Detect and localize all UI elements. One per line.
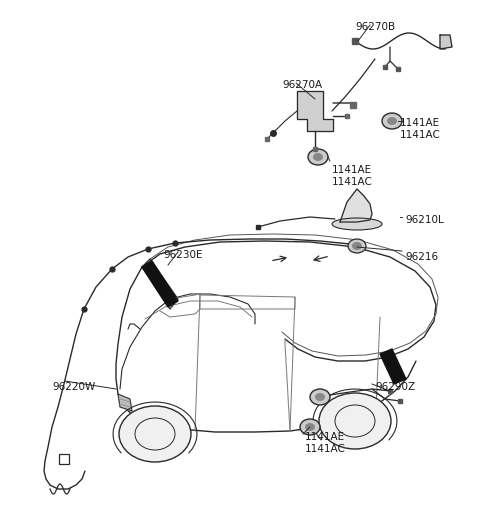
Ellipse shape [332,218,382,231]
Text: 1141AE: 1141AE [332,165,372,175]
Text: 96216: 96216 [405,251,438,262]
Polygon shape [297,92,333,132]
Text: 96290Z: 96290Z [375,381,415,391]
Polygon shape [380,349,406,384]
Ellipse shape [300,419,320,435]
Polygon shape [440,36,452,50]
Polygon shape [340,190,372,222]
Polygon shape [118,394,132,411]
Ellipse shape [352,242,362,250]
Text: 1141AC: 1141AC [305,443,346,453]
Text: 1141AE: 1141AE [400,118,440,128]
Polygon shape [142,260,178,309]
Text: 1141AE: 1141AE [305,431,345,441]
Ellipse shape [308,150,328,165]
Ellipse shape [119,406,191,462]
Polygon shape [142,262,178,307]
Ellipse shape [319,393,391,449]
Ellipse shape [387,118,397,126]
Text: 96220W: 96220W [52,381,95,391]
Text: 1141AC: 1141AC [332,177,373,187]
Text: 96270B: 96270B [355,22,395,32]
Text: 96230E: 96230E [163,249,203,260]
Bar [59,454,69,464]
Ellipse shape [348,240,366,253]
Ellipse shape [313,154,323,162]
Text: 96210L: 96210L [405,215,444,224]
Ellipse shape [382,114,402,130]
Ellipse shape [305,423,315,431]
Text: 96270A: 96270A [282,80,322,90]
Ellipse shape [310,389,330,405]
Text: 1141AC: 1141AC [400,130,441,140]
Ellipse shape [315,393,325,401]
